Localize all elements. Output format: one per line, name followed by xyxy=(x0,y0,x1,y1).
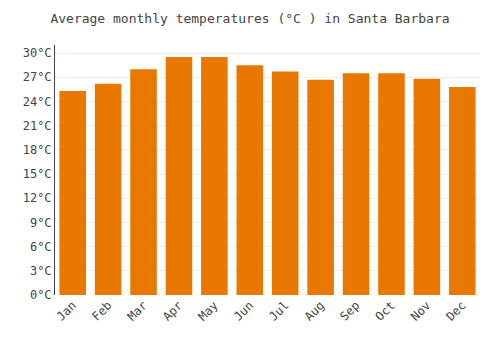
svg-text:Jan: Jan xyxy=(54,298,79,323)
svg-text:30°C: 30°C xyxy=(23,46,52,60)
svg-text:Dec: Dec xyxy=(443,298,468,323)
svg-text:Feb: Feb xyxy=(89,298,114,323)
svg-text:Aug: Aug xyxy=(302,298,327,323)
svg-text:Sep: Sep xyxy=(337,298,362,323)
svg-text:May: May xyxy=(196,298,221,323)
svg-text:21°C: 21°C xyxy=(23,119,52,133)
svg-text:Jun: Jun xyxy=(231,298,256,323)
svg-text:9°C: 9°C xyxy=(30,216,52,230)
svg-text:18°C: 18°C xyxy=(23,143,52,157)
svg-text:Average monthly temperatures (: Average monthly temperatures (°C ) in Sa… xyxy=(50,11,449,26)
svg-text:0°C: 0°C xyxy=(30,288,52,302)
svg-text:Jul: Jul xyxy=(266,298,291,323)
svg-text:24°C: 24°C xyxy=(23,95,52,109)
svg-text:15°C: 15°C xyxy=(23,167,52,181)
svg-text:Nov: Nov xyxy=(408,298,433,323)
svg-text:Oct: Oct xyxy=(373,298,398,323)
svg-text:Apr: Apr xyxy=(160,298,185,323)
svg-text:3°C: 3°C xyxy=(30,264,52,278)
svg-text:12°C: 12°C xyxy=(23,191,52,205)
svg-text:27°C: 27°C xyxy=(23,70,52,84)
svg-text:Mar: Mar xyxy=(125,298,150,323)
svg-text:6°C: 6°C xyxy=(30,240,52,254)
